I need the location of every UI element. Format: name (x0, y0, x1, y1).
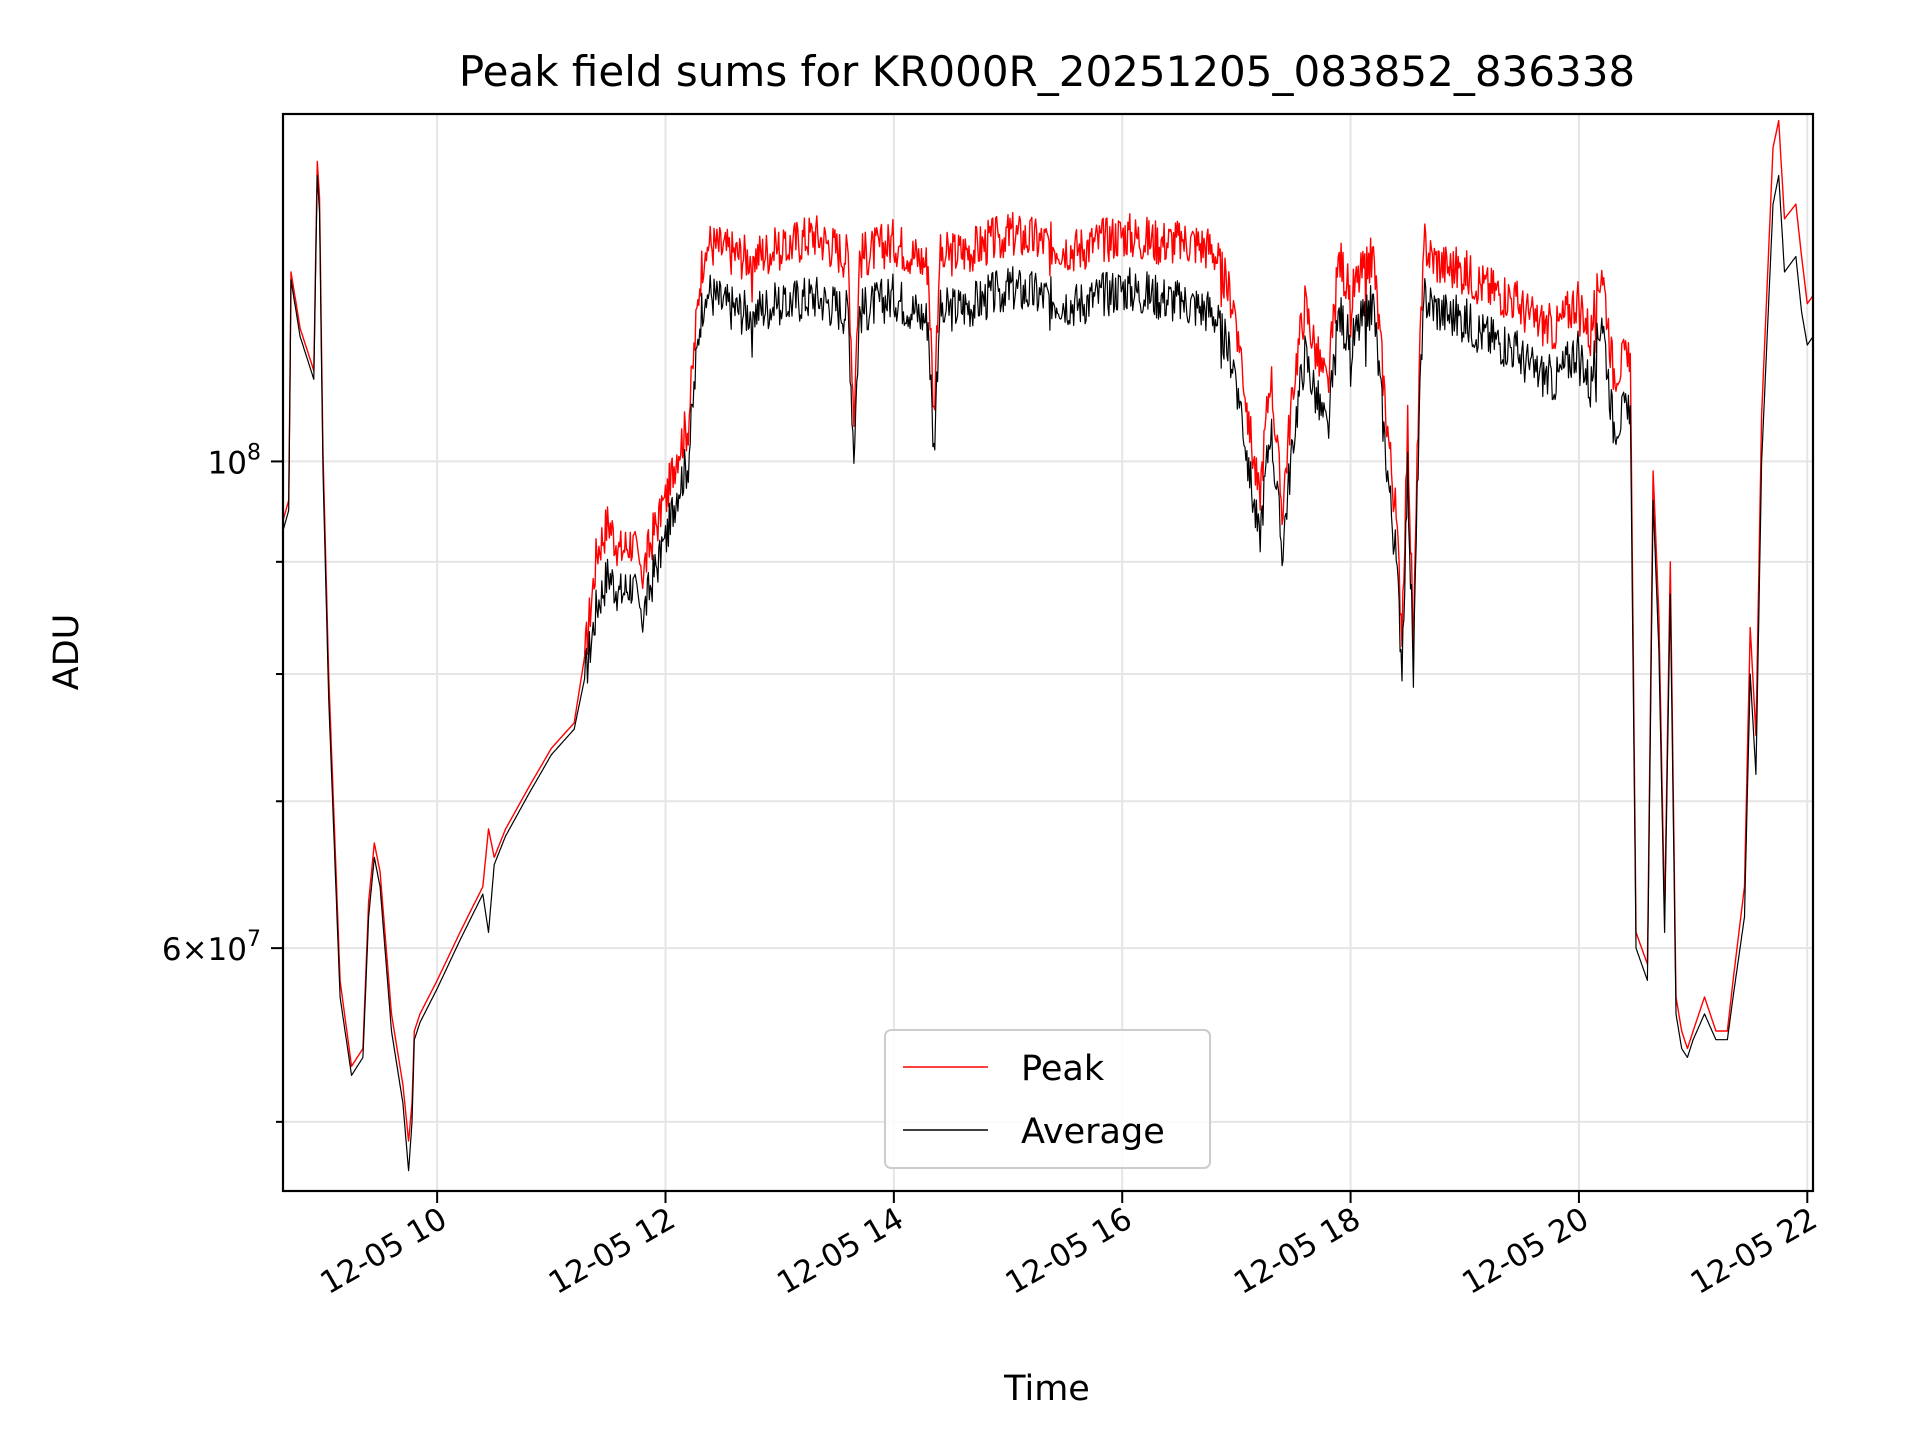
legend-label-peak: Peak (1021, 1049, 1105, 1089)
legend: Peak Average (884, 1029, 1211, 1169)
x-axis-label: Time (1003, 1369, 1090, 1409)
legend-label-average: Average (1021, 1112, 1165, 1152)
y-tick-label: 6×107 (162, 927, 261, 968)
series-line-average (282, 174, 1814, 1172)
y-tick-label: 108 (208, 440, 261, 481)
series-layer (282, 119, 1814, 1172)
chart-title: Peak field sums for KR000R_20251205_0838… (459, 47, 1635, 96)
y-axis-ticks: 6×107 108 (162, 440, 283, 1123)
series-line-peak (282, 119, 1814, 1142)
legend-box (884, 1029, 1211, 1169)
plot-frame (281, 112, 1815, 1193)
y-axis-label: ADU (47, 614, 87, 691)
